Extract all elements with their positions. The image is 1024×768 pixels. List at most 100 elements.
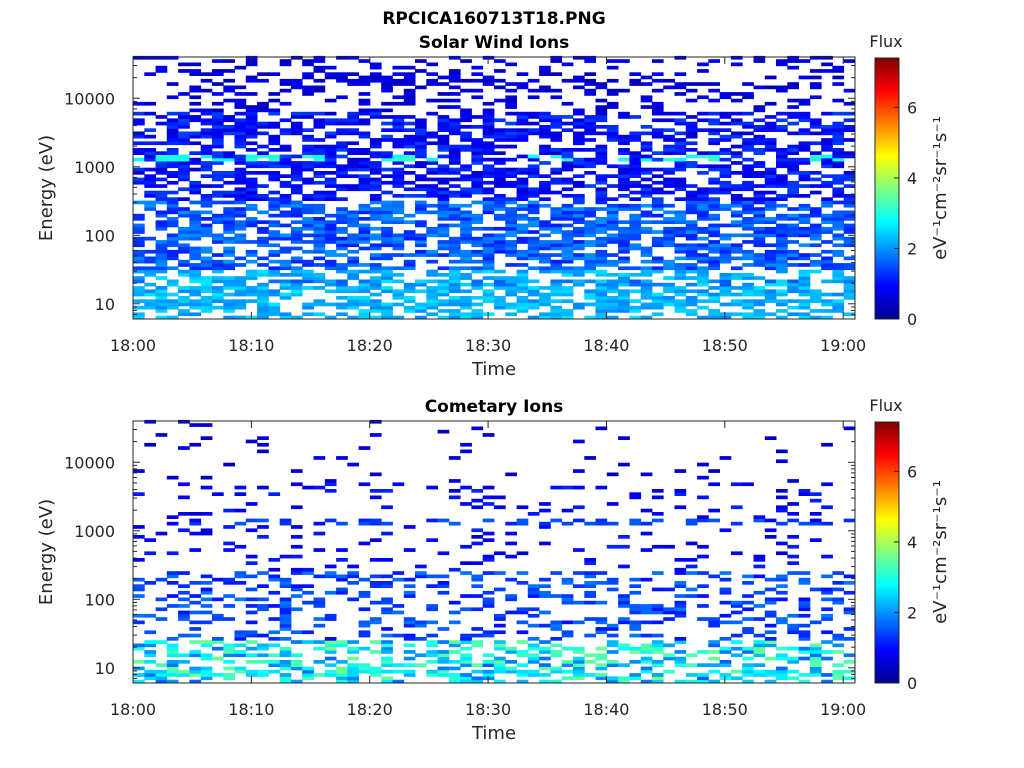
spectrogram-cell — [776, 246, 788, 251]
spectrogram-cell — [832, 253, 845, 257]
spectrogram-cell — [640, 259, 653, 264]
spectrogram-cell — [448, 125, 461, 129]
spectrogram-cell — [302, 600, 314, 605]
spectrogram-cell — [460, 296, 472, 300]
spectrogram-cell — [279, 613, 292, 618]
spectrogram-cell — [527, 217, 540, 221]
spectrogram-cell — [505, 240, 517, 244]
x-tick-label: 18:40 — [583, 700, 629, 719]
spectrogram-cell — [392, 194, 405, 198]
spectrogram-cell — [369, 141, 382, 146]
spectrogram-cell — [358, 623, 371, 628]
spectrogram-cell — [798, 256, 811, 261]
spectrogram-cell — [561, 286, 574, 290]
spectrogram-cell — [392, 315, 405, 320]
spectrogram-cell — [290, 640, 303, 644]
spectrogram-cell — [719, 203, 732, 208]
spectrogram-cell — [471, 187, 484, 192]
spectrogram-cell — [212, 59, 224, 63]
spectrogram-cell — [471, 676, 484, 681]
spectrogram-cell — [460, 88, 472, 93]
spectrogram-cell — [606, 309, 619, 313]
spectrogram-cell — [539, 220, 551, 224]
spectrogram-cell — [516, 180, 529, 185]
spectrogram-cell — [618, 194, 630, 198]
spectrogram-cell — [189, 423, 202, 427]
spectrogram-cell — [708, 98, 720, 103]
spectrogram-cell — [663, 587, 675, 592]
spectrogram-cell — [539, 640, 551, 644]
spectrogram-cell — [753, 220, 766, 224]
spectrogram-cell — [290, 187, 303, 192]
spectrogram-cell — [403, 82, 416, 86]
spectrogram-cell — [437, 574, 450, 579]
spectrogram-cell — [674, 197, 687, 201]
spectrogram-cell — [618, 679, 630, 684]
spectrogram-cell — [437, 115, 450, 119]
spectrogram-cell — [651, 197, 664, 201]
spectrogram-cell — [347, 646, 359, 651]
spectrogram-cell — [573, 282, 585, 287]
spectrogram-cell — [821, 617, 833, 621]
spectrogram-cell — [798, 226, 811, 231]
spectrogram-cell — [381, 574, 393, 579]
spectrogram-cell — [166, 203, 179, 208]
spectrogram-cell — [730, 151, 743, 155]
spectrogram-cell — [776, 154, 788, 159]
spectrogram-cell — [798, 144, 811, 149]
spectrogram-cell — [448, 676, 461, 681]
spectrogram-cell — [178, 141, 190, 146]
spectrogram-cell — [516, 184, 529, 188]
spectrogram-cell — [505, 650, 517, 654]
spectrogram-cell — [223, 646, 235, 651]
spectrogram-cell — [336, 302, 348, 307]
spectrogram-cell — [302, 207, 314, 211]
spectrogram-cell — [460, 253, 472, 257]
spectrogram-cell — [482, 197, 495, 201]
spectrogram-cell — [787, 111, 799, 116]
spectrogram-cell — [776, 125, 788, 129]
spectrogram-cell — [561, 521, 574, 526]
spectrogram-cell — [426, 233, 438, 238]
spectrogram-cell — [392, 78, 405, 83]
spectrogram-cell — [471, 217, 484, 221]
spectrogram-cell — [685, 220, 698, 224]
spectrogram-cell — [302, 571, 314, 575]
spectrogram-cell — [268, 669, 281, 674]
spectrogram-cell — [257, 194, 269, 198]
spectrogram-cell — [629, 138, 642, 142]
spectrogram-cell — [460, 220, 472, 224]
spectrogram-cell — [245, 518, 258, 523]
spectrogram-cell — [200, 299, 213, 303]
spectrogram-cell — [223, 207, 235, 211]
spectrogram-cell — [708, 164, 720, 169]
spectrogram-cell — [279, 623, 292, 628]
spectrogram-cell — [663, 230, 675, 234]
spectrogram-cell — [166, 282, 179, 287]
spectrogram-cell — [516, 663, 529, 667]
spectrogram-cell — [212, 131, 224, 136]
spectrogram-cell — [595, 85, 608, 90]
spectrogram-cell — [268, 660, 281, 664]
spectrogram-cell — [347, 157, 359, 162]
spectrogram-cell — [821, 640, 833, 644]
spectrogram-cell — [753, 643, 766, 648]
spectrogram-cell — [539, 190, 551, 195]
spectrogram-cell — [539, 508, 551, 513]
spectrogram-cell — [764, 200, 777, 205]
spectrogram-cell — [550, 121, 563, 126]
spectrogram-cell — [448, 236, 461, 241]
spectrogram-cell — [279, 246, 292, 251]
spectrogram-cell — [798, 115, 811, 119]
spectrogram-cell — [279, 273, 292, 277]
spectrogram-cell — [821, 607, 833, 612]
spectrogram-cell — [415, 125, 427, 129]
spectrogram-cell — [415, 315, 427, 320]
spectrogram-cell — [268, 171, 281, 175]
spectrogram-cell — [640, 577, 653, 582]
spectrogram-cell — [144, 640, 156, 644]
spectrogram-cell — [200, 640, 213, 644]
spectrogram-cell — [742, 144, 754, 149]
spectrogram-cell — [595, 226, 608, 231]
spectrogram-cell — [640, 315, 653, 320]
